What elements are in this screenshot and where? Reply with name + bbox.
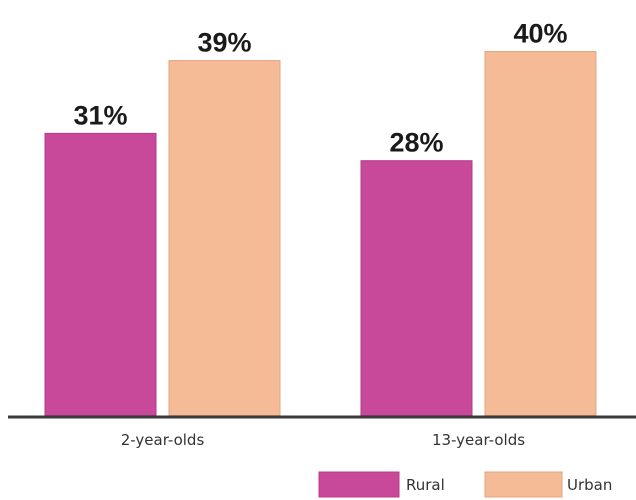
x-tick-label-1: 2-year-olds	[121, 431, 205, 449]
legend-swatch-rural	[318, 471, 400, 498]
value-label-rural-1: 31%	[73, 100, 127, 130]
value-label-urban-1: 39%	[197, 28, 251, 58]
value-label-urban-2: 40%	[513, 19, 567, 49]
bar-urban-1	[168, 60, 281, 416]
value-labels-layer: 31% 39% 28% 40%	[73, 19, 567, 158]
legend-label-rural: Rural	[406, 476, 445, 494]
bar-rural-2	[360, 160, 473, 416]
x-tick-label-2: 13-year-olds	[432, 431, 525, 449]
legend: Rural Urban	[318, 471, 612, 498]
bars-layer	[44, 51, 597, 416]
value-label-rural-2: 28%	[389, 128, 443, 158]
legend-label-urban: Urban	[567, 476, 612, 494]
x-tick-labels-layer: 2-year-olds 13-year-olds	[121, 431, 526, 449]
bar-urban-2	[484, 51, 597, 416]
bar-rural-1	[44, 132, 157, 416]
legend-swatch-urban	[484, 471, 563, 498]
